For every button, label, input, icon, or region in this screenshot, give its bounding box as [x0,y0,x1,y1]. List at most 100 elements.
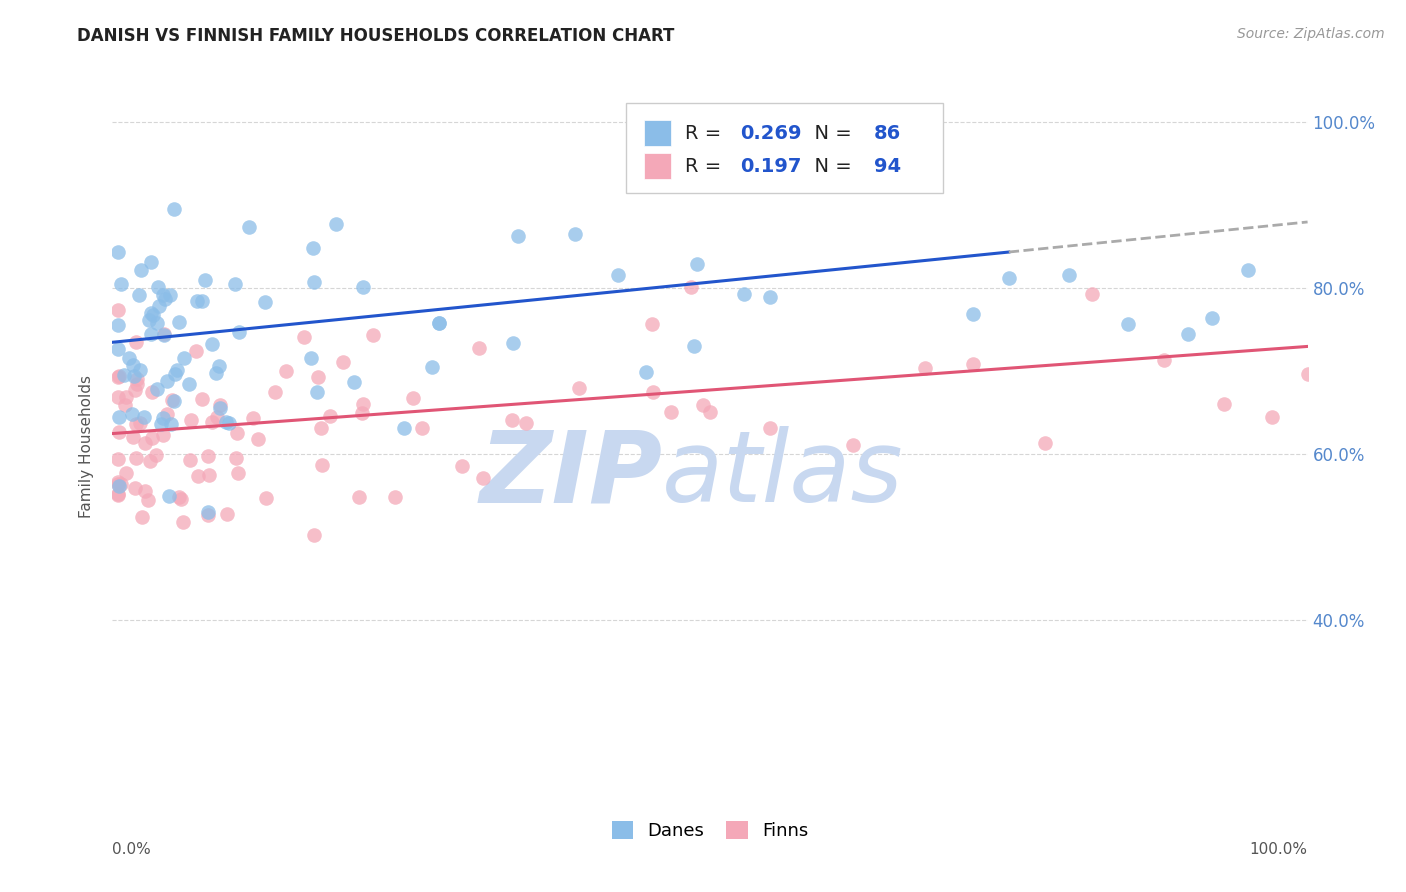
Point [1057,268,1080,282]
Point [1261,410,1284,425]
Point [564,227,586,242]
Point [179,376,201,391]
Point [129,263,152,277]
Point [149,417,172,431]
Text: R =: R = [685,124,727,143]
Point [124,369,146,384]
Point [114,368,136,382]
Point [107,370,129,384]
Point [254,491,277,506]
Point [842,107,865,121]
Point [107,488,129,502]
Point [194,273,217,287]
Point [107,476,129,491]
Point [121,358,143,372]
Point [159,288,181,302]
Point [107,303,129,318]
FancyBboxPatch shape [627,103,943,193]
Point [141,306,163,320]
Point [226,466,249,480]
Point [299,351,322,365]
Point [191,392,214,407]
Point [759,291,782,305]
Point [172,516,194,530]
Point [173,351,195,366]
Point [138,313,160,327]
Point [208,401,231,416]
Point [350,406,373,420]
Point [692,398,714,412]
Point [1213,397,1236,411]
Point [998,271,1021,285]
Point [502,335,524,350]
Point [128,363,150,377]
Point [686,257,709,271]
Text: N =: N = [801,157,858,176]
Point [139,255,162,269]
Point [411,421,433,435]
Point [737,145,759,159]
Point [169,491,191,506]
Point [156,374,179,388]
Point [607,268,630,283]
Point [128,416,150,430]
Point [136,493,159,508]
Point [156,408,179,422]
Point [108,368,131,383]
Point [184,343,207,358]
Point [879,149,901,163]
Point [311,458,333,472]
Point [128,287,150,301]
Text: 100.0%: 100.0% [1250,842,1308,857]
Text: 0.0%: 0.0% [112,842,152,857]
Point [683,339,706,353]
Point [146,383,169,397]
Point [152,326,174,341]
Point [141,431,163,445]
Point [1153,353,1175,368]
Point [163,367,186,381]
Bar [644,120,671,146]
Point [118,351,141,366]
Point [307,370,329,384]
Point [108,409,131,424]
Point [467,341,489,355]
Point [962,307,984,321]
Point [420,360,443,375]
Point [742,169,765,184]
Point [208,359,231,373]
Point [1201,310,1223,325]
Point [352,397,374,411]
Point [506,228,529,243]
Point [145,448,167,462]
Point [392,420,415,434]
Point [142,308,165,322]
Point [167,315,190,329]
Point [141,327,163,342]
Point [121,407,143,421]
Point [134,484,156,499]
Point [228,326,250,340]
Point [302,275,325,289]
Point [191,294,214,309]
Point [343,375,366,389]
Point [659,405,682,419]
Point [205,366,228,380]
Point [450,458,472,473]
Point [124,481,146,495]
Point [224,277,246,291]
Point [643,385,665,400]
Point [302,241,325,255]
Point [311,421,333,435]
Point [1081,286,1104,301]
Point [842,438,865,452]
Point [107,487,129,501]
Point [163,202,186,216]
Point [352,280,374,294]
Point [515,416,537,430]
Bar [644,153,671,179]
Point [131,510,153,524]
Point [274,364,297,378]
Point [153,327,176,342]
Point [1177,327,1199,342]
